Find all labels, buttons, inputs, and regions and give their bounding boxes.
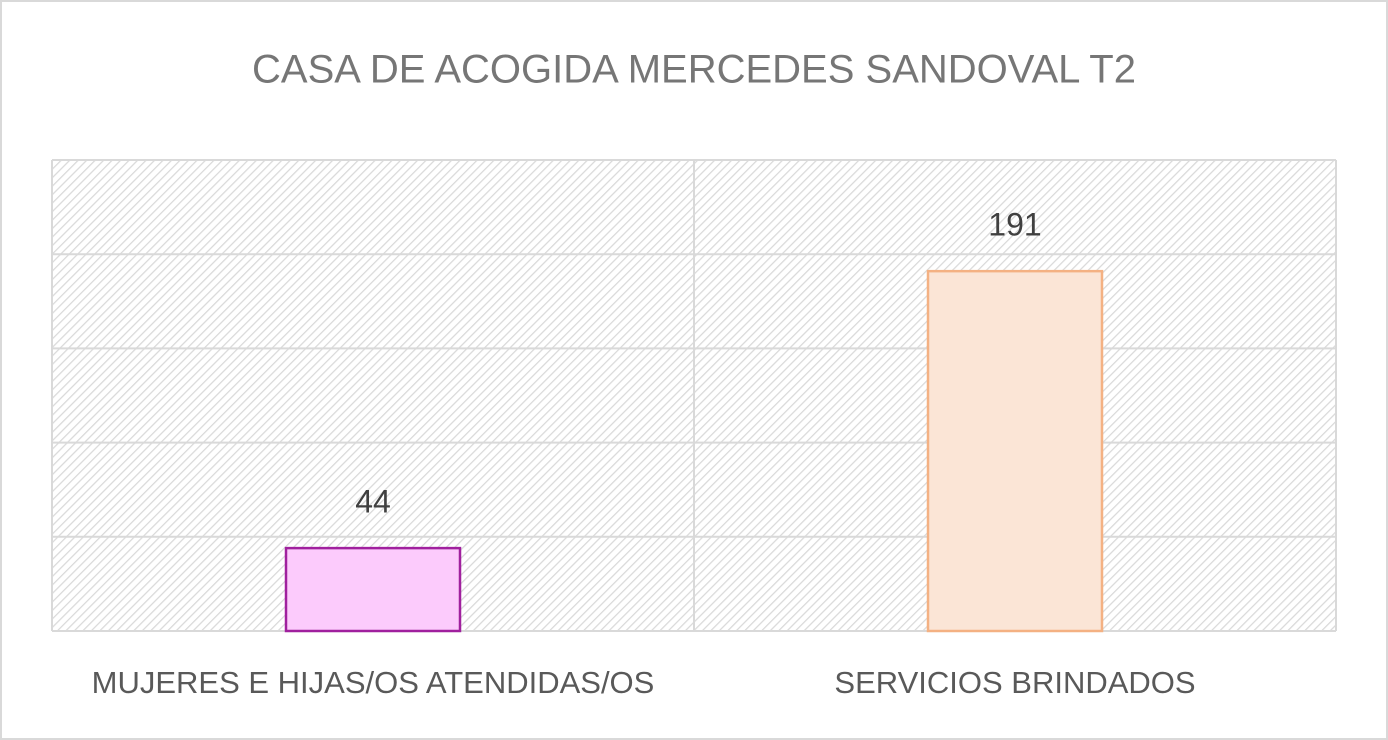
value-label: 191 (988, 207, 1041, 243)
chart-title: CASA DE ACOGIDA MERCEDES SANDOVAL T2 (252, 48, 1136, 92)
value-label: 44 (355, 484, 391, 520)
x-tick-label: MUJERES E HIJAS/OS ATENDIDAS/OS (92, 665, 655, 700)
bar (284, 546, 462, 633)
bar (926, 269, 1104, 633)
x-tick-label: SERVICIOS BRINDADOS (834, 665, 1195, 700)
